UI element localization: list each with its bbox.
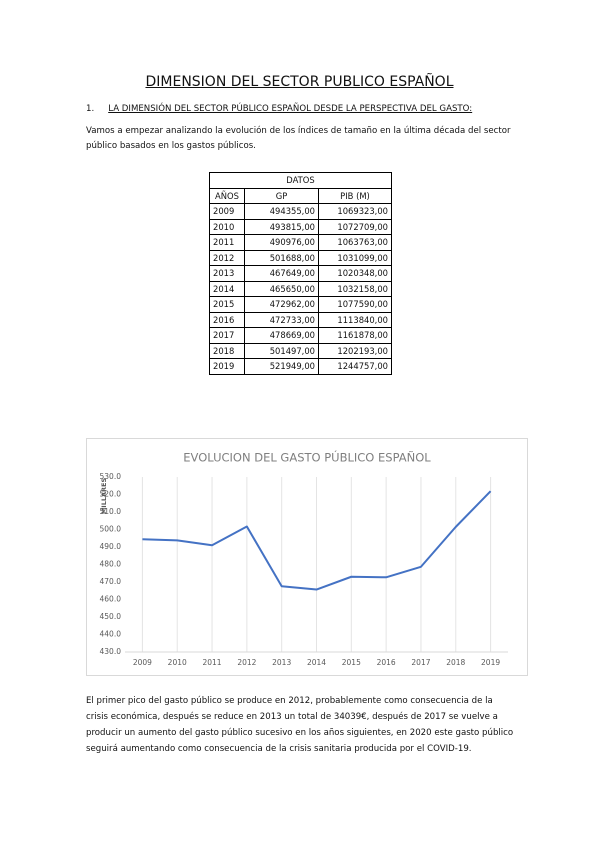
x-tick-label: 2017 bbox=[411, 658, 430, 667]
table-row: 2014 465650,00 1032158,00 bbox=[209, 280, 392, 297]
y-tick-label: 480.0 bbox=[100, 560, 122, 569]
header-cell: GP bbox=[244, 187, 319, 204]
table-cell: 494355,00 bbox=[244, 203, 319, 220]
header-cell: PIB (M) bbox=[318, 187, 392, 204]
table-cell: 2013 bbox=[209, 265, 245, 282]
x-tick-label: 2019 bbox=[481, 658, 500, 667]
x-tick-label: 2010 bbox=[168, 658, 187, 667]
header-cell: AÑOS bbox=[209, 187, 245, 204]
y-tick-label: 470.0 bbox=[100, 577, 122, 586]
y-tick-label: 520.0 bbox=[100, 490, 122, 499]
chart-border bbox=[86, 438, 528, 676]
table-cell: 1161878,00 bbox=[318, 327, 392, 344]
table-row: 2013 467649,00 1020348,00 bbox=[209, 265, 392, 282]
table-cell: 472733,00 bbox=[244, 311, 319, 328]
table-cell: 2012 bbox=[209, 249, 245, 266]
table-cell: 1202193,00 bbox=[318, 342, 392, 359]
table-cell: 521949,00 bbox=[244, 358, 319, 375]
y-tick-label: 460.0 bbox=[100, 595, 122, 604]
x-tick-label: 2011 bbox=[202, 658, 221, 667]
x-tick-label: 2018 bbox=[446, 658, 465, 667]
table-cell: 2018 bbox=[209, 342, 245, 359]
table-cell: 490976,00 bbox=[244, 234, 319, 251]
chart: EVOLUCION DEL GASTO PÚBLICO ESPAÑOL MILL… bbox=[86, 438, 528, 676]
table-row: 2009 494355,00 1069323,00 bbox=[209, 203, 392, 220]
x-tick-label: 2014 bbox=[307, 658, 326, 667]
chart-title: EVOLUCION DEL GASTO PÚBLICO ESPAÑOL bbox=[183, 450, 431, 465]
table-cell: 2009 bbox=[209, 203, 245, 220]
table-cell: 2017 bbox=[209, 327, 245, 344]
table-cell: 2011 bbox=[209, 234, 245, 251]
table-cell: 2019 bbox=[209, 358, 245, 375]
table-row: 2016 472733,00 1113840,00 bbox=[209, 311, 392, 328]
table-row: 2017 478669,00 1161878,00 bbox=[209, 327, 392, 344]
y-axis-label: MILLARES bbox=[100, 478, 108, 515]
table-cell: 1113840,00 bbox=[318, 311, 392, 328]
y-tick-label: 440.0 bbox=[100, 630, 122, 639]
y-tick-label: 530.0 bbox=[100, 472, 122, 481]
table-cell: 2015 bbox=[209, 296, 245, 313]
table-cell: 1031099,00 bbox=[318, 249, 392, 266]
y-tick-label: 510.0 bbox=[100, 507, 122, 516]
y-tick-label: 490.0 bbox=[100, 542, 122, 551]
x-tick-label: 2015 bbox=[342, 658, 361, 667]
table-cell: 1072709,00 bbox=[318, 218, 392, 235]
table-cell: 1244757,00 bbox=[318, 358, 392, 375]
table-row: 2019 521949,00 1244757,00 bbox=[209, 358, 392, 375]
table-cell: 501497,00 bbox=[244, 342, 319, 359]
table-cell: 2014 bbox=[209, 280, 245, 297]
section-heading: 1. LA DIMENSIÓN DEL SECTOR PÚBLICO ESPAÑO… bbox=[86, 104, 472, 114]
table-cell: 467649,00 bbox=[244, 265, 319, 282]
x-tick-label: 2013 bbox=[272, 658, 291, 667]
table-cell: 2016 bbox=[209, 311, 245, 328]
header-row: AÑOS GP PIB (M) bbox=[209, 187, 392, 204]
section-number: 1. bbox=[86, 104, 95, 114]
table-row: 2012 501688,00 1031099,00 bbox=[209, 249, 392, 266]
table-cell: 1063763,00 bbox=[318, 234, 392, 251]
caption-cell: DATOS bbox=[209, 172, 392, 189]
table-row: 2018 501497,00 1202193,00 bbox=[209, 342, 392, 359]
table-row: 2010 493815,00 1072709,00 bbox=[209, 218, 392, 235]
table-cell: 2010 bbox=[209, 218, 245, 235]
x-tick-label: 2009 bbox=[133, 658, 152, 667]
y-tick-label: 450.0 bbox=[100, 612, 122, 621]
x-tick-label: 2012 bbox=[237, 658, 256, 667]
line bbox=[142, 490, 492, 591]
section-title: LA DIMENSIÓN DEL SECTOR PÚBLICO ESPAÑOL … bbox=[108, 104, 473, 114]
doc-title: DIMENSION DEL SECTOR PUBLICO ESPAÑOL bbox=[145, 74, 454, 90]
caption-row: DATOS bbox=[209, 172, 392, 189]
y-tick-label: 430.0 bbox=[100, 647, 122, 656]
data-table: DATOS AÑOS GP PIB (M) 2009 494355,00 1069323,0… bbox=[209, 172, 392, 375]
table-cell: 478669,00 bbox=[244, 327, 319, 344]
conclusion-text: El primer pico del gasto público se prod… bbox=[86, 696, 514, 754]
table-cell: 1077590,00 bbox=[318, 296, 392, 313]
table-cell: 1020348,00 bbox=[318, 265, 392, 282]
intro-text: Vamos a empezar analizando la evolución … bbox=[86, 126, 511, 151]
table-row: 2015 472962,00 1077590,00 bbox=[209, 296, 392, 313]
table-cell: 1069323,00 bbox=[318, 203, 392, 220]
x-tick-label: 2016 bbox=[377, 658, 396, 667]
table-cell: 1032158,00 bbox=[318, 280, 392, 297]
table-cell: 501688,00 bbox=[244, 249, 319, 266]
table-row: 2011 490976,00 1063763,00 bbox=[209, 234, 392, 251]
table-cell: 465650,00 bbox=[244, 280, 319, 297]
table-cell: 493815,00 bbox=[244, 218, 319, 235]
y-tick-label: 500.0 bbox=[100, 525, 122, 534]
table-cell: 472962,00 bbox=[244, 296, 319, 313]
